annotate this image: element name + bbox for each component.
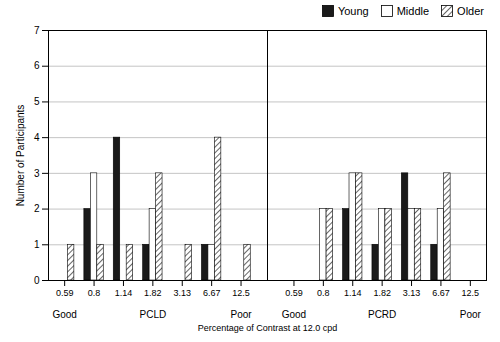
svg-text:5: 5	[34, 96, 40, 107]
svg-text:3.13: 3.13	[403, 288, 421, 298]
svg-text:0.8: 0.8	[317, 288, 330, 298]
svg-text:0.59: 0.59	[56, 288, 74, 298]
svg-text:1.14: 1.14	[115, 288, 133, 298]
svg-text:PCLD: PCLD	[140, 309, 167, 320]
svg-text:PCRD: PCRD	[368, 309, 396, 320]
svg-text:2: 2	[34, 203, 40, 214]
svg-text:3: 3	[34, 168, 40, 179]
svg-text:0.59: 0.59	[285, 288, 303, 298]
html-text:Young: Young	[337, 5, 369, 17]
html-text:Middle: Middle	[396, 5, 430, 17]
svg-text:Number of Participants: Number of Participants	[15, 105, 26, 207]
svg-text:6.67: 6.67	[203, 288, 221, 298]
svg-text:1: 1	[34, 239, 40, 250]
svg-text:Good: Good	[282, 309, 306, 320]
svg-text:Percentage of Contrast at 12.0: Percentage of Contrast at 12.0 cpd	[198, 323, 338, 333]
svg-text:3.13: 3.13	[173, 288, 191, 298]
svg-text:12.5: 12.5	[232, 288, 250, 298]
svg-text:1.82: 1.82	[373, 288, 391, 298]
svg-text:6: 6	[34, 60, 40, 71]
svg-text:1.14: 1.14	[344, 288, 362, 298]
svg-text:Good: Good	[52, 309, 76, 320]
svg-text:6.67: 6.67	[432, 288, 450, 298]
svg-text:0: 0	[34, 275, 40, 286]
svg-text:Poor: Poor	[230, 309, 252, 320]
svg-text:4: 4	[34, 132, 40, 143]
svg-text:Poor: Poor	[460, 309, 482, 320]
html-text:Older: Older	[457, 5, 484, 17]
svg-text:7: 7	[34, 25, 40, 36]
svg-text:12.5: 12.5	[462, 288, 480, 298]
svg-text:1.82: 1.82	[144, 288, 162, 298]
svg-text:0.8: 0.8	[88, 288, 101, 298]
